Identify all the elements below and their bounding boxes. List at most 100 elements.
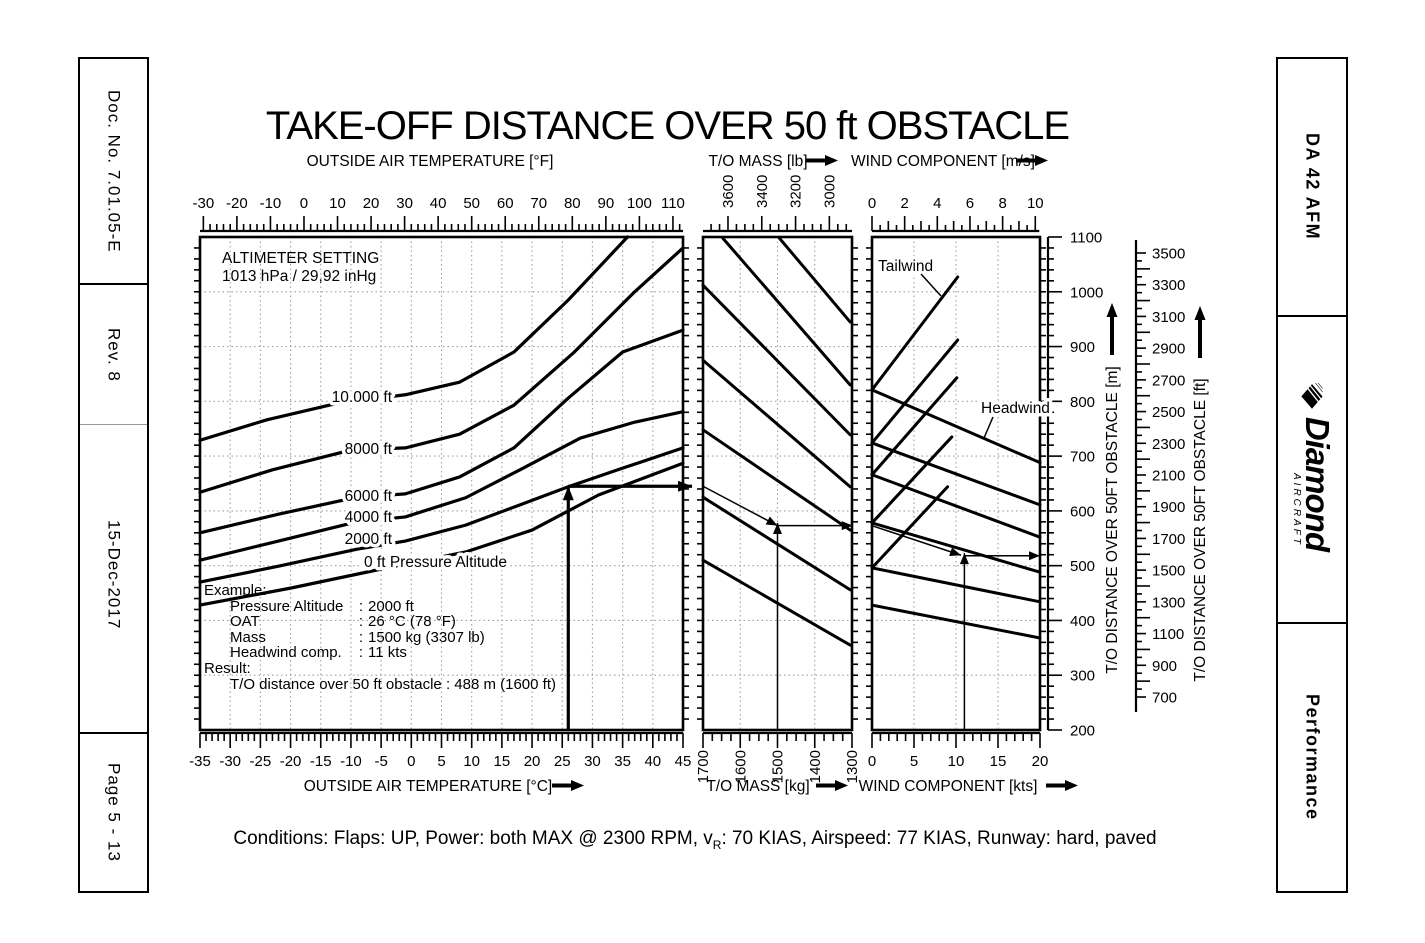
svg-text:-10: -10 — [340, 753, 362, 770]
page-title: TAKE-OFF DISTANCE OVER 50 ft OBSTACLE — [265, 104, 1070, 148]
svg-text:3600: 3600 — [720, 175, 737, 208]
svg-text:20: 20 — [524, 753, 541, 770]
brand-box — [1276, 315, 1348, 624]
example-row: Headwind comp.:11 kts — [230, 644, 407, 662]
section-box: Performance — [1276, 622, 1348, 893]
svg-text:700: 700 — [1152, 690, 1177, 707]
svg-text:8: 8 — [998, 195, 1006, 212]
svg-text:500: 500 — [1070, 558, 1095, 575]
diamond-aircraft-logo: Diamond AIRCRAFT — [1282, 383, 1342, 551]
svg-text:2500: 2500 — [1152, 404, 1185, 421]
svg-text:30: 30 — [584, 753, 601, 770]
svg-text:3200: 3200 — [788, 175, 805, 208]
svg-text:-10: -10 — [260, 195, 282, 212]
svg-text:5: 5 — [437, 753, 445, 770]
svg-text:T/O DISTANCE OVER 50FT OBSTACL: T/O DISTANCE OVER 50FT OBSTACLE [m] — [1104, 366, 1121, 673]
altimeter-line1: ALTIMETER SETTING — [222, 250, 380, 267]
svg-text:3400: 3400 — [754, 175, 771, 208]
conditions-subscript: R — [712, 837, 722, 852]
svg-text:5: 5 — [910, 753, 918, 770]
svg-text:3500: 3500 — [1152, 246, 1185, 263]
svg-text:-20: -20 — [280, 753, 302, 770]
svg-text:1500: 1500 — [1152, 563, 1185, 580]
svg-text:2300: 2300 — [1152, 436, 1185, 453]
svg-text:45: 45 — [675, 753, 692, 770]
svg-text:3000: 3000 — [821, 175, 838, 208]
example-rows: Pressure Altitude:2000 ft OAT:26 °C (78 °… — [204, 597, 544, 662]
svg-text:90: 90 — [598, 195, 615, 212]
svg-text:40: 40 — [644, 753, 661, 770]
example-row: Mass:1500 kg (3307 lb) — [230, 628, 485, 646]
svg-text:-25: -25 — [250, 753, 272, 770]
svg-text:2900: 2900 — [1152, 341, 1185, 358]
example-row: OAT:26 °C (78 °F) — [230, 613, 456, 631]
svg-text:T/O MASS [lb]: T/O MASS [lb] — [708, 153, 807, 170]
revision-cell: Rev. 8 — [80, 285, 147, 425]
svg-text:30: 30 — [396, 195, 413, 212]
svg-text:Headwind: Headwind — [981, 400, 1050, 417]
page-number: Page 5 - 13 — [104, 763, 124, 862]
svg-text:1500: 1500 — [770, 750, 787, 783]
page-number-box: Page 5 - 13 — [78, 732, 149, 893]
svg-text:700: 700 — [1070, 449, 1095, 466]
revision-divider — [80, 424, 147, 425]
diamond-logo-icon — [1301, 383, 1324, 409]
example-row: Pressure Altitude:2000 ft — [230, 597, 414, 615]
example-path — [562, 480, 1040, 730]
model-box: DA 42 AFM — [1276, 57, 1348, 317]
svg-text:800: 800 — [1070, 394, 1095, 411]
svg-text:OUTSIDE AIR TEMPERATURE [°F]: OUTSIDE AIR TEMPERATURE [°F] — [307, 153, 554, 170]
conditions-part1: Conditions: Flaps: UP, Power: both MAX @… — [233, 828, 713, 849]
example-heading: Example: — [204, 582, 267, 599]
date-cell: 15-Dec-2017 — [80, 425, 147, 725]
result-line: T/O distance over 50 ft obstacle : 488 m… — [230, 675, 556, 693]
svg-text:T/O DISTANCE OVER 50FT OBSTACL: T/O DISTANCE OVER 50FT OBSTACLE [ft] — [1192, 378, 1209, 681]
svg-text:900: 900 — [1152, 658, 1177, 675]
svg-text:2000 ft: 2000 ft — [345, 531, 393, 548]
svg-text:1700: 1700 — [1152, 531, 1185, 548]
svg-text:OUTSIDE AIR TEMPERATURE [°C]: OUTSIDE AIR TEMPERATURE [°C] — [304, 778, 553, 795]
svg-text:6000 ft: 6000 ft — [345, 488, 393, 505]
svg-text:3100: 3100 — [1152, 309, 1185, 326]
svg-text:4: 4 — [933, 195, 941, 212]
svg-text:-30: -30 — [219, 753, 241, 770]
example-block: Example: Pressure Altitude:2000 ft OAT:26… — [204, 582, 556, 693]
svg-text:0 ft Pressure Altitude: 0 ft Pressure Altitude — [364, 554, 507, 571]
svg-text:1000: 1000 — [1070, 284, 1103, 301]
svg-text:10: 10 — [463, 753, 480, 770]
svg-text:-15: -15 — [310, 753, 332, 770]
inline-labels: 0 ft Pressure Altitude 2000 ft 4000 ft 6000… — [328, 255, 1053, 575]
svg-text:50: 50 — [463, 195, 480, 212]
wind-panel — [870, 235, 1042, 732]
svg-text:70: 70 — [530, 195, 547, 212]
svg-text:1100: 1100 — [1152, 626, 1184, 643]
chart-series — [198, 235, 1042, 647]
svg-text:10: 10 — [948, 753, 965, 770]
altimeter-note: ALTIMETER SETTING 1013 hPa / 29,92 inHg — [222, 250, 379, 286]
svg-text:T/O MASS [kg]: T/O MASS [kg] — [706, 778, 809, 795]
model-label: DA 42 AFM — [1302, 133, 1323, 241]
mass-panel — [701, 235, 854, 732]
svg-text:80: 80 — [564, 195, 581, 212]
svg-text:1100: 1100 — [1070, 230, 1102, 247]
svg-text:1300: 1300 — [844, 750, 861, 783]
svg-text:WIND COMPONENT [kts]: WIND COMPONENT [kts] — [859, 778, 1038, 795]
svg-text:1600: 1600 — [732, 750, 749, 783]
revision-date: 15-Dec-2017 — [104, 520, 124, 630]
svg-text:20: 20 — [1032, 753, 1049, 770]
svg-text:40: 40 — [430, 195, 447, 212]
svg-text:WIND COMPONENT [m/s]: WIND COMPONENT [m/s] — [851, 153, 1035, 170]
svg-text:2700: 2700 — [1152, 372, 1185, 389]
svg-text:15: 15 — [990, 753, 1007, 770]
svg-text:110: 110 — [661, 195, 685, 212]
svg-text:1400: 1400 — [807, 750, 824, 783]
axis-tick-labels: -30 -20 -10 0 10 20 30 40 50 60 70 80 90 100 110-35 -30… — [189, 175, 1185, 784]
svg-text:-35: -35 — [189, 753, 211, 770]
svg-text:10.000 ft: 10.000 ft — [332, 389, 393, 406]
section-label: Performance — [1302, 694, 1323, 821]
revision-box: Rev. 8 15-Dec-2017 — [78, 283, 149, 734]
svg-text:300: 300 — [1070, 668, 1095, 685]
grid — [200, 237, 1040, 730]
svg-text:25: 25 — [554, 753, 571, 770]
